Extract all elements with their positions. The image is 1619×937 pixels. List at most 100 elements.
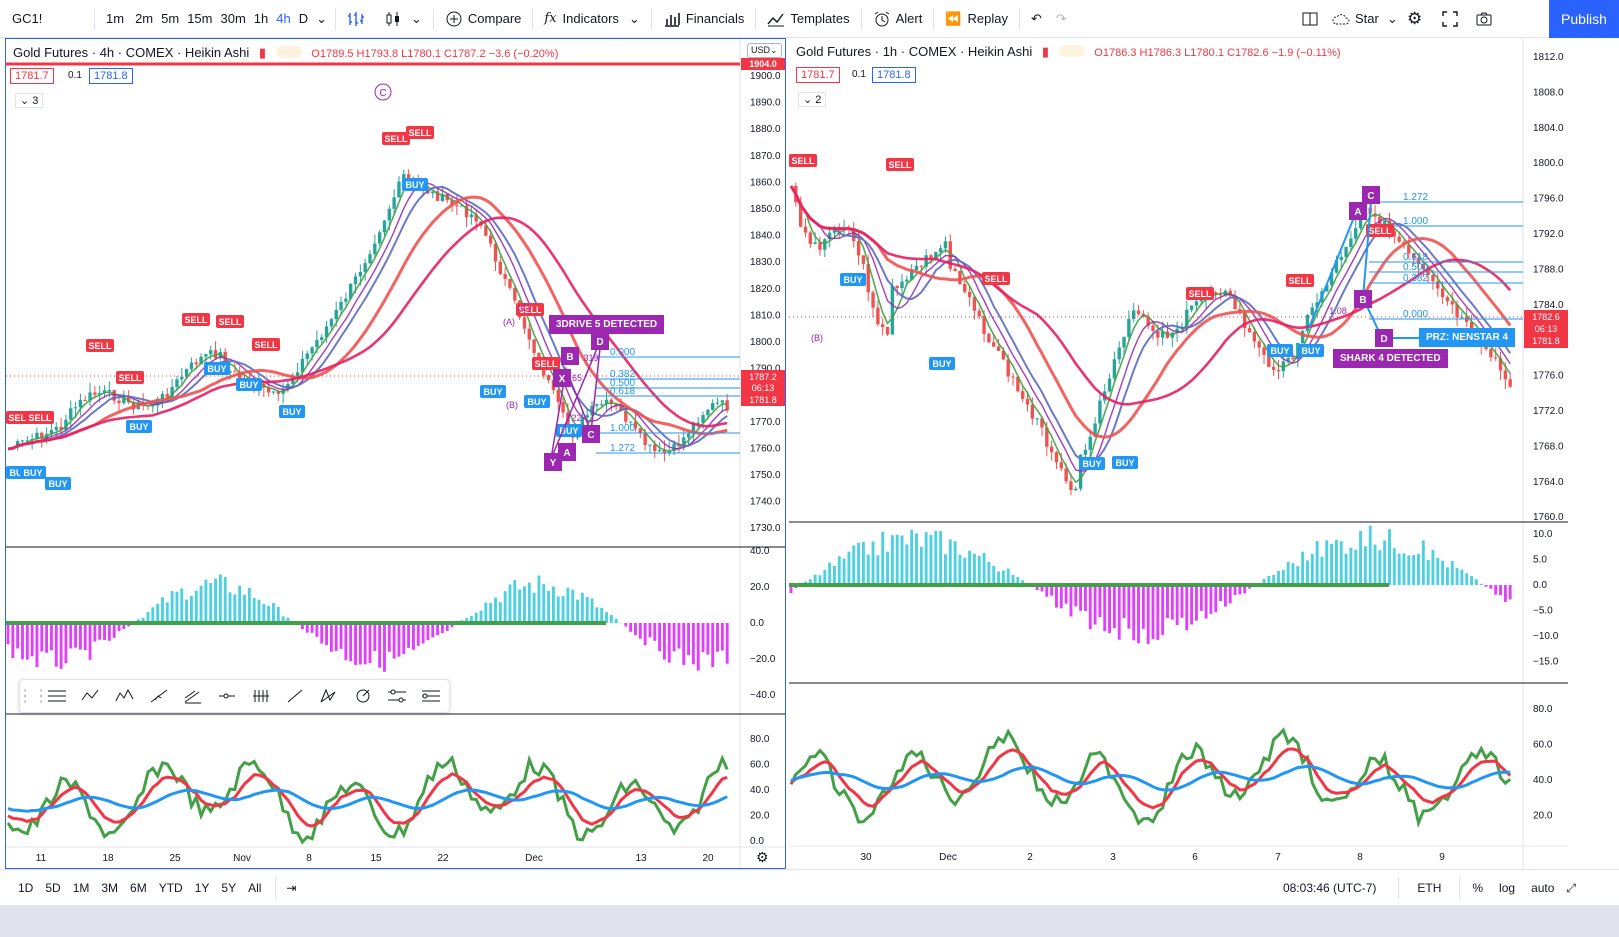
fullscreen-icon[interactable]: ⤢ (1566, 880, 1577, 895)
xabcd-pattern-icon[interactable] (312, 681, 346, 711)
compare-button[interactable]: Compare (438, 0, 528, 38)
right-chart-canvas[interactable]: 1812.0 1808.0 1804.0 1800.0 1796.0 1792.0 1788… (789, 38, 1568, 869)
time-tick-label: 30 (860, 852, 872, 863)
candle-body (938, 248, 943, 253)
left-bid-box[interactable]: 1781.7 (10, 68, 54, 84)
clock-time[interactable]: 08:03:46 (UTC-7) (1283, 881, 1377, 895)
regression-trend-icon[interactable] (414, 681, 448, 711)
elliott-wave-icon[interactable] (108, 681, 142, 711)
left-chart-canvas[interactable]: 1900.01890.01880.01870.01860.01850.01840… (6, 39, 785, 868)
right-legend: Gold Futures · 1h · COMEX · Heikin Ashi … (796, 44, 1341, 60)
range-5d[interactable]: 5D (45, 880, 61, 895)
trend-angle-icon[interactable] (142, 681, 176, 711)
drag-handle-icon[interactable]: ⋮⋮ (17, 688, 49, 705)
fib-channel-icon[interactable] (176, 681, 210, 711)
buy-signal-label: BUY (1115, 458, 1134, 468)
chart-type-button[interactable]: ⌄ (377, 0, 429, 38)
interval-dropdown[interactable]: ⌄ (312, 0, 331, 38)
interval-5m[interactable]: 5m (161, 11, 180, 26)
candle-body (1122, 336, 1126, 348)
left-symbol-title[interactable]: Gold Futures · 4h · COMEX · Heikin Ashi (13, 45, 250, 60)
right-chart[interactable]: 1812.0 1808.0 1804.0 1800.0 1796.0 1792.0 1788… (789, 38, 1568, 869)
interval-1h[interactable]: 1h (253, 11, 269, 26)
candle-body (672, 443, 676, 452)
publish-button[interactable]: Publish (1549, 0, 1619, 38)
abcd-pattern-icon[interactable] (74, 681, 108, 711)
session-button[interactable]: ETH (1417, 881, 1442, 895)
alert-button[interactable]: Alert (866, 0, 930, 38)
templates-button[interactable]: Templates (760, 0, 856, 38)
left-collapse-indicators[interactable]: ⌄ 3 (15, 93, 44, 108)
horizontal-ray-icon[interactable] (210, 681, 244, 711)
candle-body (126, 396, 131, 403)
countdown-tag: 06:13 (1535, 324, 1558, 334)
moving-average-line (789, 185, 1512, 406)
range-6m[interactable]: 6M (130, 880, 147, 895)
right-symbol-title[interactable]: Gold Futures · 1h · COMEX · Heikin Ashi (796, 44, 1033, 59)
pattern-point-label: D (596, 337, 603, 348)
interval-2m[interactable]: 2m (135, 11, 154, 26)
range-1d[interactable]: 1D (18, 880, 34, 895)
time-tick-label: 8 (1357, 852, 1363, 863)
symbol-search[interactable]: GC1! (12, 11, 43, 26)
range-all[interactable]: All (248, 880, 262, 895)
range-3m[interactable]: 3M (101, 880, 119, 895)
currency-selector[interactable]: USD⌄ (747, 43, 782, 58)
range-ytd[interactable]: YTD (158, 880, 183, 895)
financials-button[interactable]: Financials (656, 0, 752, 38)
buy-signal-bg (556, 424, 582, 437)
left-ask-box[interactable]: 1781.8 (89, 68, 133, 84)
interval-15m[interactable]: 15m (187, 11, 213, 26)
wave-label: (B) (811, 333, 823, 343)
candle-body (1305, 315, 1310, 331)
pitchfork-icon[interactable] (244, 681, 278, 711)
undo-icon: ↶ (1031, 10, 1042, 26)
right-bid-box[interactable]: 1781.7 (796, 67, 840, 83)
price-tick-label: 1900.0 (750, 71, 781, 82)
log-toggle[interactable]: log (1499, 881, 1516, 895)
candle-body (151, 405, 155, 407)
undo-button[interactable]: ↶ (1024, 0, 1049, 38)
time-tick-label: Dec (939, 852, 957, 863)
candle-body (972, 296, 977, 311)
auto-toggle[interactable]: auto (1531, 881, 1555, 895)
right-collapse-indicators[interactable]: ⌄ 2 (798, 92, 827, 107)
cloud-icon (1332, 13, 1350, 24)
star-button[interactable]: Star ⌄ (1325, 0, 1405, 38)
range-5y[interactable]: 5Y (221, 880, 237, 895)
buy-signal-bg (524, 395, 550, 408)
layout-button[interactable] (1294, 0, 1331, 38)
trend-line-icon[interactable] (278, 681, 312, 711)
candle-body (276, 391, 280, 394)
price-tick-label: 1812.0 (1533, 52, 1564, 63)
interval-d[interactable]: D (298, 11, 309, 26)
range-1y[interactable]: 1Y (194, 880, 210, 895)
interval-4h[interactable]: 4h (276, 11, 291, 26)
interval-1m[interactable]: 1m (106, 11, 125, 26)
plus-circle-icon (446, 11, 462, 26)
interval-30m[interactable]: 30m (220, 11, 246, 26)
settings-button[interactable]: ⚙ (1400, 0, 1429, 38)
goto-date-button[interactable]: ⇥ (280, 881, 302, 895)
candle-body (866, 263, 870, 293)
range-1m[interactable]: 1M (72, 880, 90, 895)
candle-body (1349, 238, 1353, 247)
financials-label: Financials (685, 11, 745, 26)
fullscreen-button[interactable] (1434, 0, 1471, 38)
bar-style-button[interactable] (340, 0, 377, 38)
parallel-channel-icon[interactable] (380, 681, 414, 711)
chart-settings-button[interactable]: ⚙ (756, 849, 769, 866)
snapshot-button[interactable] (1468, 0, 1505, 38)
candle-body (803, 226, 808, 233)
candle-body (1175, 328, 1179, 333)
horizontal-lines-icon[interactable] (40, 681, 74, 711)
candle-body (49, 430, 54, 434)
percent-toggle[interactable]: % (1472, 881, 1484, 895)
indicators-button[interactable]: fx Indicators ⌄ (537, 0, 646, 38)
fib-spiral-icon[interactable] (346, 681, 380, 711)
left-chart[interactable]: 1900.0 1890.0 1880.0 1870.0 1860.0 1850.0 1840… (5, 38, 786, 869)
replay-button[interactable]: ⏪ Replay (938, 0, 1015, 38)
candle-body (963, 283, 967, 292)
right-ask-box[interactable]: 1781.8 (872, 67, 916, 83)
redo-button[interactable]: ↷ (1049, 0, 1074, 38)
